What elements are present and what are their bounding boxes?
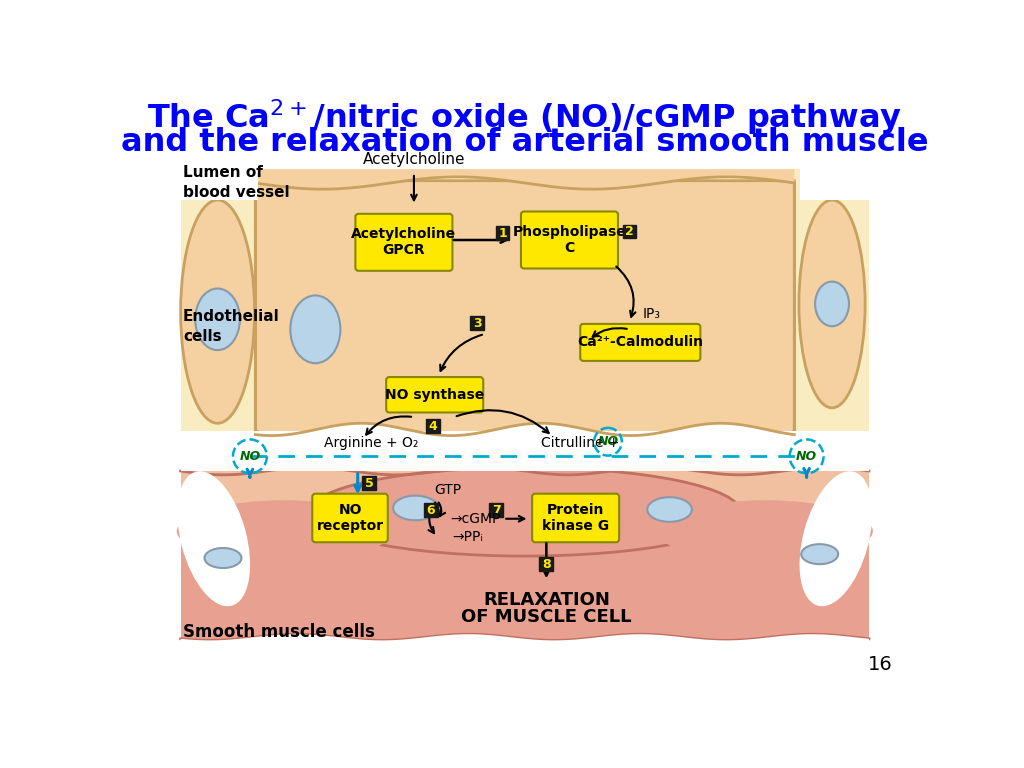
Text: Endothelial
cells: Endothelial cells: [183, 310, 280, 344]
Text: →cGMP: →cGMP: [451, 511, 501, 526]
Ellipse shape: [205, 548, 242, 568]
FancyBboxPatch shape: [426, 419, 440, 433]
Text: RELAXATION: RELAXATION: [483, 591, 610, 609]
FancyBboxPatch shape: [540, 558, 553, 571]
Text: Smooth muscle cells: Smooth muscle cells: [183, 624, 375, 641]
Text: NO: NO: [597, 435, 618, 449]
Ellipse shape: [309, 468, 740, 556]
Ellipse shape: [815, 282, 849, 326]
Bar: [180, 160, 258, 200]
Polygon shape: [255, 180, 795, 450]
Text: Ca²⁺-Calmodulin: Ca²⁺-Calmodulin: [578, 336, 703, 349]
Text: NO: NO: [796, 450, 817, 463]
Ellipse shape: [799, 200, 865, 408]
FancyBboxPatch shape: [623, 224, 637, 238]
Text: The Ca$^{2+}$/nitric oxide (NO)/cGMP pathway: The Ca$^{2+}$/nitric oxide (NO)/cGMP pat…: [147, 97, 902, 137]
Text: NO: NO: [240, 450, 260, 463]
FancyBboxPatch shape: [470, 316, 484, 330]
Text: 4: 4: [429, 420, 437, 433]
FancyBboxPatch shape: [355, 214, 453, 271]
Text: Phospholipase
C: Phospholipase C: [513, 225, 627, 255]
Text: GTP: GTP: [434, 483, 462, 497]
Text: Arginine + O₂: Arginine + O₂: [324, 436, 418, 450]
Ellipse shape: [177, 500, 392, 562]
Text: OF MUSCLE CELL: OF MUSCLE CELL: [461, 608, 632, 626]
Ellipse shape: [800, 472, 872, 606]
Text: and the relaxation of arterial smooth muscle: and the relaxation of arterial smooth mu…: [121, 127, 929, 157]
Ellipse shape: [291, 296, 340, 363]
Text: NO synthase: NO synthase: [385, 388, 484, 402]
Text: 16: 16: [868, 654, 893, 674]
Text: 5: 5: [365, 477, 374, 490]
Text: Lumen of
blood vessel: Lumen of blood vessel: [183, 165, 290, 200]
Ellipse shape: [180, 200, 255, 423]
Bar: [180, 160, 869, 215]
Text: 8: 8: [542, 558, 551, 571]
Ellipse shape: [177, 472, 250, 606]
FancyBboxPatch shape: [581, 324, 700, 361]
Ellipse shape: [647, 497, 692, 521]
Bar: [180, 469, 869, 639]
Text: 7: 7: [492, 504, 501, 517]
FancyBboxPatch shape: [424, 503, 438, 517]
FancyBboxPatch shape: [521, 211, 617, 269]
Text: Citrulline +: Citrulline +: [541, 436, 624, 450]
Bar: [180, 169, 869, 431]
FancyBboxPatch shape: [362, 476, 376, 490]
Ellipse shape: [657, 500, 872, 562]
Text: Acetylcholine: Acetylcholine: [362, 152, 465, 167]
FancyBboxPatch shape: [532, 494, 620, 542]
Ellipse shape: [196, 289, 240, 350]
Text: 6: 6: [427, 504, 435, 517]
Text: 2: 2: [625, 225, 634, 238]
Text: Protein
kinase G: Protein kinase G: [542, 503, 609, 533]
Text: 1: 1: [498, 227, 507, 240]
Text: 3: 3: [473, 316, 481, 329]
Bar: [180, 431, 869, 471]
Text: NO
receptor: NO receptor: [316, 503, 384, 533]
Text: IP₃: IP₃: [643, 307, 660, 321]
FancyBboxPatch shape: [312, 494, 388, 542]
FancyBboxPatch shape: [489, 503, 503, 517]
FancyBboxPatch shape: [496, 226, 509, 240]
Ellipse shape: [393, 495, 438, 520]
Text: Acetylcholine
GPCR: Acetylcholine GPCR: [351, 227, 457, 257]
Text: →PPᵢ: →PPᵢ: [453, 530, 483, 545]
FancyBboxPatch shape: [386, 377, 483, 412]
Bar: [180, 547, 869, 639]
Ellipse shape: [801, 545, 839, 564]
Bar: [800, 160, 877, 200]
